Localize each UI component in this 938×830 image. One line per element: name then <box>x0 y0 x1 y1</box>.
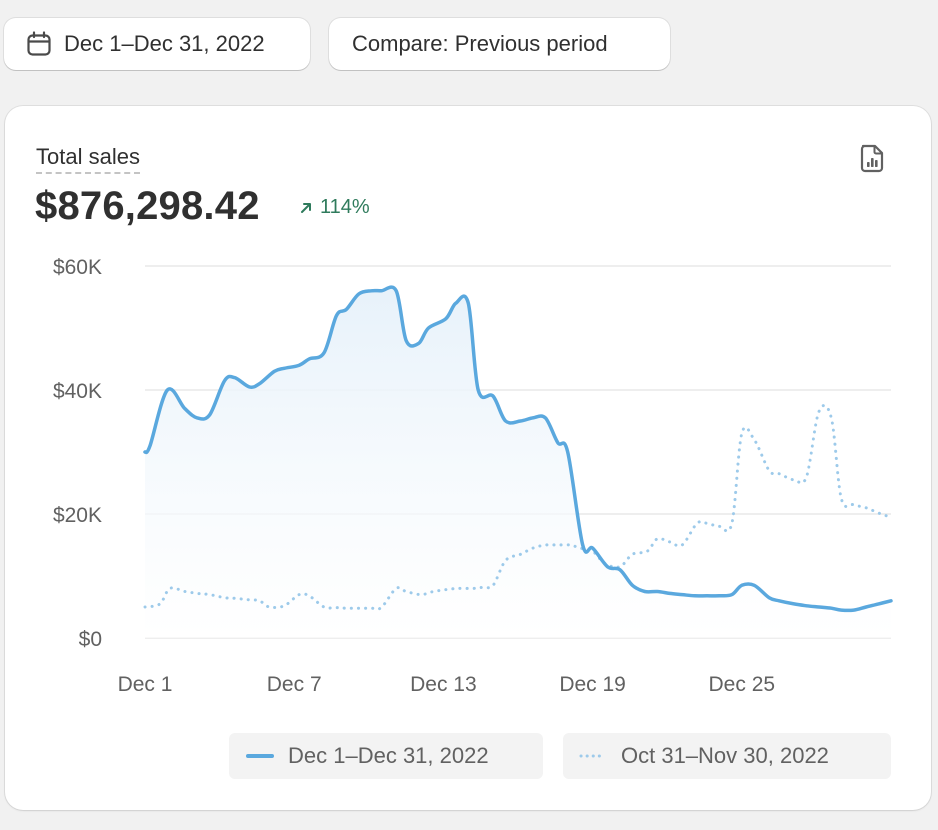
x-tick-label: Dec 25 <box>709 673 776 696</box>
legend-item-current-period[interactable]: Dec 1–Dec 31, 2022 <box>229 733 543 779</box>
x-tick-label: Dec 13 <box>410 673 477 696</box>
arrow-up-right-icon <box>301 202 311 213</box>
y-tick-label: $20K <box>53 504 102 527</box>
legend-label-previous: Oct 31–Nov 30, 2022 <box>621 743 829 768</box>
legend-item-previous-period[interactable]: Oct 31–Nov 30, 2022 <box>563 733 891 779</box>
current-period-area <box>145 287 891 638</box>
date-range-label: Dec 1–Dec 31, 2022 <box>64 31 265 56</box>
y-tick-label: $60K <box>53 256 102 279</box>
dotted-line-swatch <box>579 754 607 758</box>
x-tick-label: Dec 7 <box>267 673 322 696</box>
metric-label[interactable]: Total sales <box>36 144 140 174</box>
solid-line-swatch <box>246 754 274 758</box>
sales-line-chart[interactable]: $0 $20K $40K $60K Dec 1 Dec 7 Dec 13 Dec 19 Dec … <box>5 106 931 746</box>
y-tick-label: $0 <box>79 628 102 651</box>
total-sales-card: Total sales $876,298.42 114% $0 $20K $40K $… <box>5 106 931 810</box>
calendar-icon <box>27 31 51 56</box>
date-range-button[interactable]: Dec 1–Dec 31, 2022 <box>4 18 310 70</box>
x-tick-label: Dec 1 <box>118 673 173 696</box>
compare-period-button[interactable]: Compare: Previous period <box>329 18 670 70</box>
metric-change-value: 114% <box>320 196 370 218</box>
current-period-line <box>143 285 893 613</box>
report-document-icon[interactable] <box>858 143 886 173</box>
metric-value: $876,298.42 <box>35 184 260 228</box>
compare-label: Compare: Previous period <box>352 31 608 56</box>
y-tick-label: $40K <box>53 380 102 403</box>
legend-label-current: Dec 1–Dec 31, 2022 <box>288 743 489 768</box>
metric-change-badge: 114% <box>298 196 370 219</box>
x-tick-label: Dec 19 <box>559 673 626 696</box>
